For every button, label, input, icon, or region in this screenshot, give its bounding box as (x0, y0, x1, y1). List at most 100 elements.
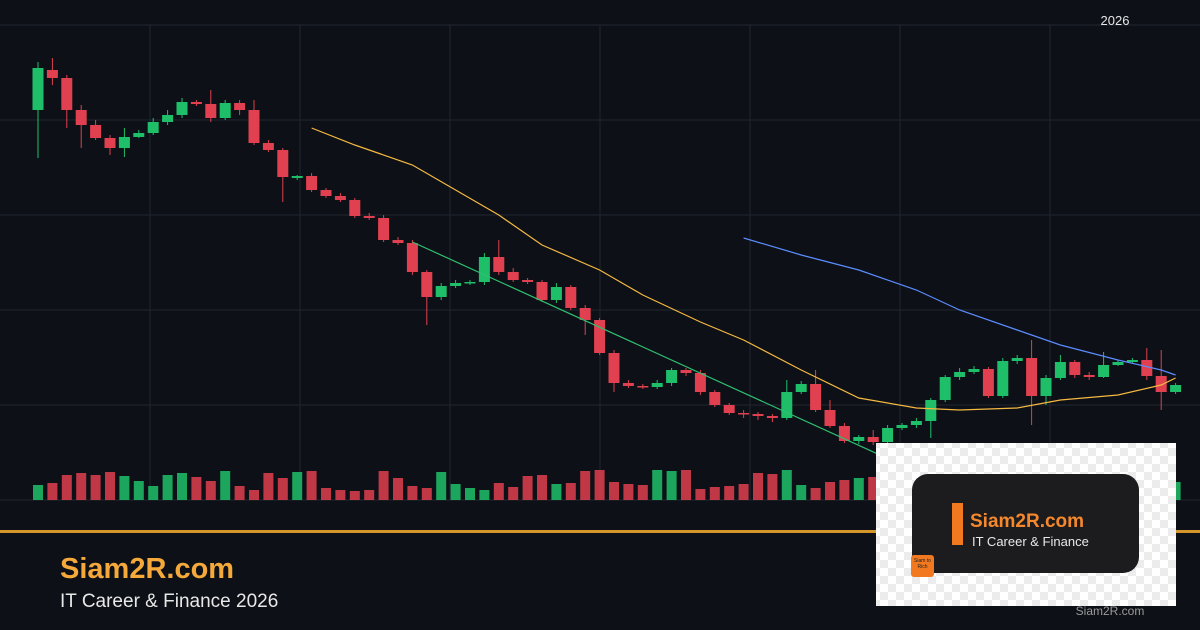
candle-body (608, 353, 620, 383)
volume-bar (263, 473, 274, 500)
line-series (743, 237, 1176, 376)
volume-bar (220, 471, 231, 500)
candle-body (378, 218, 390, 240)
candle-body (709, 392, 721, 405)
candle-body (637, 386, 649, 388)
volume-bar (378, 471, 389, 500)
volume-bar (695, 489, 706, 500)
candle-body (910, 421, 922, 425)
candle-body (795, 384, 807, 392)
volume-bar (666, 471, 677, 500)
candle-body (190, 102, 202, 104)
volume-bar (781, 470, 792, 500)
volume-bar (810, 488, 821, 500)
volume-bar (825, 482, 835, 500)
candle-body (205, 104, 217, 118)
volume-bar (76, 473, 87, 500)
candle-body (248, 110, 260, 143)
candle-body (622, 383, 634, 386)
candle-body (954, 372, 966, 377)
candle-body (1011, 358, 1023, 361)
line-series (311, 127, 1176, 411)
volume-bar (724, 486, 735, 500)
volume-bar (868, 477, 879, 500)
candle-body (925, 400, 937, 421)
volume-bar (191, 477, 202, 500)
footer-brand: Siam2R.com (60, 553, 234, 585)
badge-card (912, 474, 1139, 573)
candle-body (507, 272, 519, 280)
candle-body (1083, 375, 1095, 377)
candle-body (464, 282, 476, 284)
candle-body (550, 287, 562, 300)
candle-body (306, 176, 318, 190)
candle-body (838, 426, 850, 441)
candle-body (1026, 358, 1038, 396)
volume-bar (364, 490, 375, 500)
candle-body (291, 176, 303, 178)
candle-body (766, 416, 778, 418)
candle-body (75, 110, 87, 125)
candle-body (810, 384, 822, 410)
volume-bar (479, 490, 490, 500)
candle-body (349, 200, 361, 216)
candle-body (363, 216, 375, 218)
candle-body (968, 369, 980, 372)
candle-body (1126, 360, 1138, 362)
volume-bar (450, 484, 461, 500)
candle-body (421, 272, 433, 297)
vertical-grid (149, 25, 1051, 500)
candle-body (46, 70, 58, 78)
volume-bar (580, 471, 591, 500)
candle-body (234, 103, 246, 110)
volume-bar (249, 490, 259, 500)
candle-body (723, 405, 735, 413)
candle-body (104, 138, 116, 148)
candle-body (579, 308, 591, 320)
volume-bar (623, 484, 634, 500)
candle-body (1170, 385, 1182, 392)
candle-body (1112, 362, 1124, 365)
volume-bar (177, 473, 187, 500)
volume-bar (277, 478, 288, 500)
volume-bar (292, 472, 303, 500)
candle-body (536, 282, 548, 300)
badge-bar (952, 503, 963, 545)
footer-tagline: IT Career & Finance 2026 (60, 591, 278, 612)
candle-body (162, 115, 174, 122)
candle-body (61, 78, 73, 110)
candle-body (939, 377, 951, 400)
volume-bar (33, 485, 43, 500)
badge-logo-text: Siam to Rich (914, 558, 931, 570)
candle-body (392, 240, 404, 243)
candle-body (882, 428, 894, 442)
badge-logo (911, 555, 934, 577)
volume-bar (205, 481, 216, 500)
volume-bar (738, 484, 749, 500)
volume-bar (321, 488, 331, 500)
volume-bar (133, 481, 144, 500)
volume-bar (61, 475, 72, 500)
volume-bar (234, 486, 245, 500)
candle-body (982, 369, 994, 396)
candle-body (997, 361, 1009, 396)
volume-bar (853, 478, 864, 500)
candle-body (320, 190, 332, 196)
candle-body (90, 125, 102, 138)
candle-body (680, 370, 692, 373)
candle-body (219, 103, 231, 118)
candle-body (738, 413, 750, 415)
volume-bar (637, 485, 648, 500)
candle-body (118, 137, 130, 148)
candle-body (478, 257, 490, 282)
candle-body (781, 392, 793, 418)
candle-body (651, 383, 663, 387)
candle-body (435, 286, 447, 297)
volume-bar (537, 475, 547, 500)
volume-bar (90, 475, 101, 500)
candle-body (666, 370, 678, 383)
candle-body (1141, 360, 1153, 376)
candle-body (565, 287, 577, 308)
volume-bar (162, 475, 173, 500)
